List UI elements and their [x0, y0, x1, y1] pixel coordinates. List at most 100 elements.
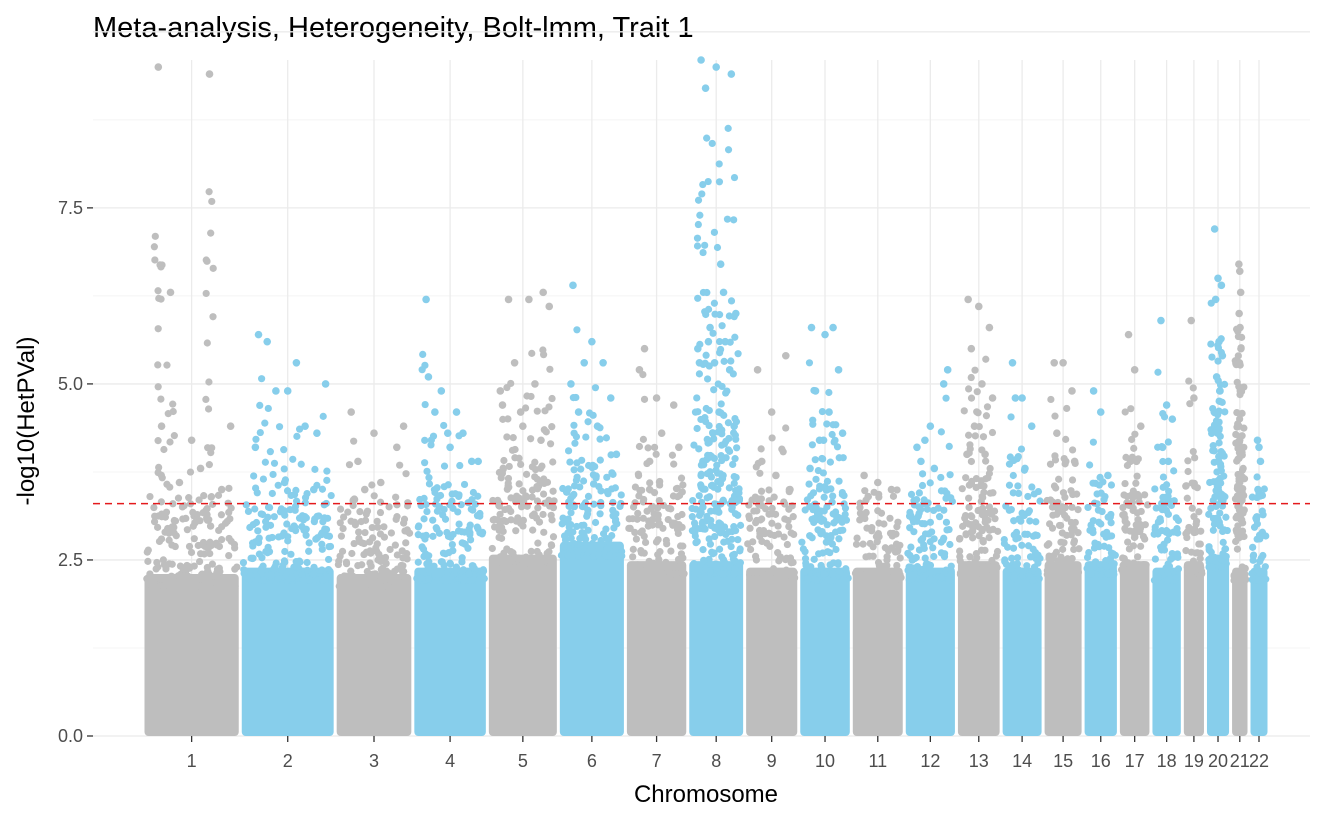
snp-point [986, 464, 994, 473]
y-tick-label: 0.0 [58, 726, 83, 746]
snp-point [424, 575, 433, 583]
snp-point [519, 487, 527, 495]
snp-peak-point [772, 471, 780, 480]
snp-peak-point [612, 450, 621, 459]
snp-peak-point [786, 485, 794, 494]
snp-point [745, 512, 753, 520]
snp-point [985, 564, 993, 573]
snp-point [584, 492, 593, 501]
snp-point [672, 485, 681, 493]
chromosome-3-points [334, 408, 414, 736]
snp-point [1043, 496, 1051, 505]
snp-point [1157, 543, 1165, 551]
snp-point [830, 438, 838, 446]
snp-peak-point [504, 295, 513, 304]
snp-peak-point [498, 401, 507, 409]
snp-point [696, 211, 704, 219]
snp-point [958, 485, 966, 493]
snp-point [694, 220, 702, 229]
snp-point [489, 496, 497, 505]
snp-point [586, 543, 595, 551]
snp-point [1259, 551, 1267, 560]
snp-point [779, 448, 787, 456]
snp-point [591, 384, 600, 392]
snp-point [358, 561, 366, 569]
snp-point [710, 299, 718, 307]
snp-point [318, 540, 326, 548]
y-tick-label: 5.0 [58, 374, 83, 394]
snp-point [708, 481, 716, 489]
snp-peak-point [1050, 358, 1059, 367]
snp-point [690, 441, 698, 449]
snp-point [310, 563, 318, 571]
snp-point [1127, 560, 1135, 568]
snp-point [718, 322, 726, 330]
snp-point [748, 567, 756, 576]
snp-point [153, 523, 162, 531]
snp-point [205, 188, 213, 196]
snp-point [193, 511, 201, 519]
snp-point [629, 545, 637, 553]
snp-point [1008, 554, 1016, 562]
snp-point [494, 557, 502, 566]
snp-point [693, 394, 701, 402]
snp-point [721, 559, 729, 567]
snp-peak-point [806, 464, 814, 473]
x-tick-label: 10 [815, 751, 835, 771]
snp-point [547, 541, 555, 549]
snp-peak-point [1211, 295, 1220, 304]
snp-point [1130, 444, 1138, 452]
snp-point [758, 569, 766, 577]
snp-point [1058, 529, 1066, 537]
snp-point [225, 484, 233, 492]
snp-point [157, 395, 165, 403]
snp-point [584, 506, 592, 514]
snp-point [758, 515, 766, 523]
snp-point [907, 563, 915, 571]
y-tick-label: 7.5 [58, 198, 83, 218]
snp-point [336, 505, 345, 513]
snp-point [265, 503, 274, 512]
snp-peak-point [393, 443, 401, 452]
snp-point [545, 403, 553, 411]
snp-point [225, 508, 233, 517]
snp-point [305, 547, 313, 555]
snp-point [429, 532, 437, 540]
snp-point [223, 577, 231, 585]
snp-point [765, 486, 773, 494]
snp-point [591, 518, 600, 527]
snp-point [274, 575, 282, 583]
snp-point [881, 571, 890, 579]
snp-point [342, 558, 351, 566]
snp-point [983, 403, 992, 411]
snp-point [217, 511, 226, 519]
snp-point [703, 435, 711, 443]
snp-point [448, 540, 456, 549]
snp-point [362, 510, 370, 518]
snp-point [719, 570, 727, 578]
snp-point [259, 576, 267, 584]
snp-point [859, 540, 867, 548]
snp-point [183, 526, 191, 534]
snp-point [1059, 489, 1068, 497]
snp-point [748, 575, 756, 583]
snp-point [967, 457, 975, 466]
snp-point [717, 400, 725, 408]
snp-point [1188, 504, 1196, 512]
snp-point [1123, 519, 1131, 528]
snp-point [1121, 408, 1129, 416]
snp-point [874, 572, 882, 580]
snp-point [1164, 576, 1172, 584]
snp-point [397, 582, 405, 590]
snp-point [767, 530, 775, 538]
snp-peak-point [599, 358, 607, 367]
snp-point [460, 480, 469, 489]
snp-point [720, 357, 728, 365]
snp-point [852, 540, 861, 548]
snp-point [1086, 461, 1094, 469]
snp-peak-point [516, 408, 525, 416]
snp-peak-point [580, 358, 589, 367]
snp-point [716, 349, 724, 357]
snp-point [638, 527, 646, 535]
snp-point [1109, 570, 1117, 578]
